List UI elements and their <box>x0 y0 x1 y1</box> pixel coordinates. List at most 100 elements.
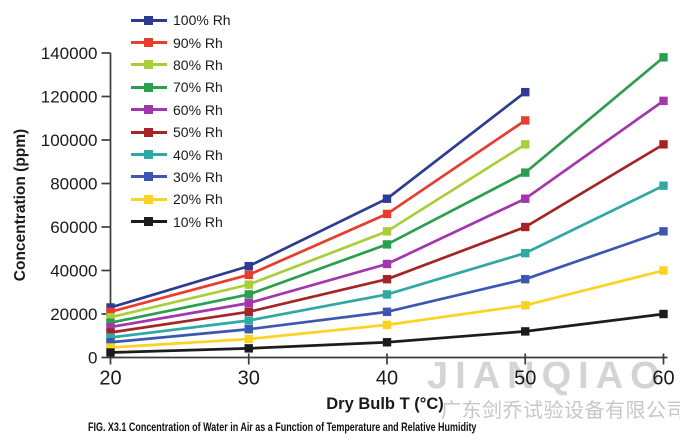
y-tick-label: 20000 <box>50 305 97 324</box>
series-markers-40-rh <box>106 181 668 342</box>
legend-line-sample <box>131 38 167 48</box>
y-axis-title: Concentration (ppm) <box>12 129 29 281</box>
series-markers-80-rh <box>106 140 530 322</box>
legend-square-marker <box>144 194 153 204</box>
data-point-marker <box>244 344 253 353</box>
legend-item-40-rh: 40% Rh <box>131 143 231 165</box>
data-point-marker <box>244 290 253 299</box>
data-point-marker <box>382 275 392 284</box>
data-point-marker <box>521 222 530 232</box>
legend-line-sample <box>131 217 167 227</box>
data-point-marker <box>659 181 668 190</box>
data-point-marker <box>106 333 115 342</box>
legend-label: 100% Rh <box>173 12 231 29</box>
data-point-marker <box>244 270 253 280</box>
legend-item-30-rh: 30% Rh <box>131 166 231 188</box>
legend-item-60-rh: 60% Rh <box>131 99 231 121</box>
x-tick-label: 30 <box>238 368 260 390</box>
data-point-marker <box>382 307 392 317</box>
legend-label: 70% Rh <box>173 79 223 96</box>
data-point-marker <box>244 261 253 271</box>
series-markers-70-rh <box>106 53 668 327</box>
data-point-marker <box>521 140 530 149</box>
legend-label: 20% Rh <box>173 191 223 208</box>
data-point-marker <box>382 240 392 249</box>
legend-item-100-rh: 100% Rh <box>131 9 231 31</box>
x-tick-label: 50 <box>514 368 536 390</box>
series-markers-60-rh <box>106 96 668 332</box>
legend-line-sample <box>131 15 167 25</box>
x-tick-label: 20 <box>99 368 121 390</box>
data-point-marker <box>521 301 530 310</box>
data-point-marker <box>106 318 115 327</box>
series-markers-90-rh <box>106 116 530 317</box>
data-point-marker <box>521 116 530 125</box>
x-axis-title: Dry Bulb T (°C) <box>326 395 444 413</box>
legend-label: 50% Rh <box>173 124 223 141</box>
legend-line-sample <box>131 127 167 137</box>
y-tick-label: 100000 <box>41 131 98 150</box>
data-point-marker <box>106 328 115 337</box>
legend-line-sample <box>131 172 167 182</box>
data-point-marker <box>659 309 668 319</box>
data-point-marker <box>382 209 392 219</box>
legend-square-marker <box>144 217 153 227</box>
series-markers-10-rh <box>106 309 668 357</box>
series-markers-100-rh <box>106 87 530 312</box>
x-tick-label: 60 <box>652 368 674 390</box>
legend-line-sample <box>131 105 167 115</box>
legend-square-marker <box>144 150 153 160</box>
legend-item-10-rh: 10% Rh <box>131 211 231 233</box>
legend-label: 80% Rh <box>173 56 223 73</box>
series-markers-30-rh <box>106 227 668 347</box>
data-point-marker <box>521 168 530 177</box>
series-line-90-rh <box>110 119 527 314</box>
legend-item-50-rh: 50% Rh <box>131 121 231 143</box>
legend-line-sample <box>131 194 167 204</box>
data-point-marker <box>106 343 115 352</box>
data-point-marker <box>244 280 253 289</box>
data-point-marker <box>382 194 392 203</box>
legend-label: 30% Rh <box>173 168 223 185</box>
data-point-marker <box>521 194 530 203</box>
series-line-100-rh <box>110 91 527 309</box>
legend-label: 40% Rh <box>173 146 223 163</box>
legend-square-marker <box>144 82 153 92</box>
x-tick-label: 40 <box>376 368 398 390</box>
figure-caption: FIG. X3.1 Concentration of Water in Air … <box>88 422 477 434</box>
legend-item-70-rh: 70% Rh <box>131 76 231 98</box>
data-point-marker <box>106 307 115 317</box>
data-point-marker <box>244 298 253 308</box>
legend-square-marker <box>144 60 153 70</box>
legend-item-20-rh: 20% Rh <box>131 188 231 210</box>
data-point-marker <box>382 259 392 269</box>
data-point-marker <box>382 320 392 330</box>
data-point-marker <box>244 334 253 344</box>
data-point-marker <box>521 248 530 258</box>
data-point-marker <box>106 303 115 312</box>
data-point-marker <box>382 227 392 236</box>
data-point-marker <box>659 227 668 236</box>
data-point-marker <box>521 327 530 336</box>
y-tick-label: 120000 <box>41 88 98 107</box>
series-markers-20-rh <box>106 266 668 352</box>
legend-line-sample <box>131 82 167 92</box>
data-point-marker <box>106 322 115 332</box>
legend-line-sample <box>131 60 167 70</box>
legend-label: 10% Rh <box>173 213 223 230</box>
data-point-marker <box>106 338 115 347</box>
legend-square-marker <box>144 15 153 25</box>
legend-square-marker <box>144 127 153 137</box>
y-tick-label: 40000 <box>50 262 97 281</box>
y-tick-label: 0 <box>88 349 97 368</box>
y-tick-label: 80000 <box>50 175 97 194</box>
data-point-marker <box>659 96 668 106</box>
legend-square-marker <box>144 38 153 48</box>
data-point-marker <box>521 87 530 97</box>
data-point-marker <box>244 307 253 317</box>
data-point-marker <box>106 348 115 357</box>
data-point-marker <box>382 290 392 299</box>
data-point-marker <box>659 266 668 275</box>
